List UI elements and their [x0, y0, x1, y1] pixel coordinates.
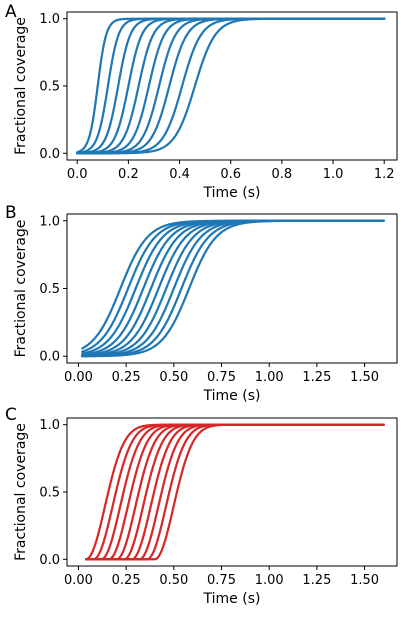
series-line-10 — [81, 219, 385, 358]
y-tick-label: 0.0 — [39, 350, 60, 365]
x-tick-label: 1.00 — [255, 573, 284, 588]
y-tick-label: 0.5 — [39, 486, 60, 501]
x-tick-label: 0.50 — [159, 573, 188, 588]
x-tick-label: 1.25 — [302, 573, 331, 588]
x-tick-label: 0.00 — [64, 573, 93, 588]
x-tick-label: 0.4 — [169, 167, 190, 182]
x-axis-label: Time (s) — [203, 185, 261, 201]
x-tick-label: 1.00 — [255, 370, 284, 385]
series-line-6 — [76, 17, 386, 155]
y-tick-label: 1.0 — [39, 12, 60, 27]
series-line-2 — [81, 219, 385, 353]
panel-a: 0.0 0.2 0.4 0.6 0.8 1.0 1.2 0.0 0.5 1.0 Time (s) Fr… — [5, 2, 398, 201]
x-tick-label: 1.2 — [374, 167, 395, 182]
y-tick-label: 0.0 — [39, 553, 60, 568]
x-tick-label: 0.50 — [159, 370, 188, 385]
series-line-1 — [76, 17, 386, 154]
series-line-7 — [76, 17, 386, 155]
x-tick-label: 0.75 — [207, 573, 236, 588]
panel-label: B — [5, 203, 17, 223]
series-line-10 — [76, 17, 386, 155]
x-tick-label: 0.75 — [207, 370, 236, 385]
series-line-4 — [76, 17, 386, 155]
series-line-9 — [76, 17, 386, 155]
series-line-1 — [81, 219, 385, 350]
x-tick-label: 1.50 — [350, 370, 379, 385]
x-tick-label: 0.0 — [67, 167, 88, 182]
x-tick-label: 0.00 — [64, 370, 93, 385]
series-line-3 — [76, 17, 386, 155]
x-tick-label: 1.25 — [302, 370, 331, 385]
y-tick-label: 0.5 — [39, 282, 60, 297]
x-tick-label: 0.25 — [112, 573, 141, 588]
x-axis-label: Time (s) — [203, 388, 261, 404]
panel-c: 0.00 0.25 0.50 0.75 1.00 1.25 1.50 0.0 0.5 1.0 Tim… — [5, 405, 398, 607]
y-tick-label: 0.0 — [39, 147, 60, 162]
series-line-5 — [76, 17, 386, 155]
x-tick-label: 0.6 — [220, 167, 241, 182]
panel-label: A — [5, 2, 17, 22]
x-tick-label: 0.8 — [272, 167, 293, 182]
x-tick-label: 0.2 — [118, 167, 139, 182]
y-tick-label: 0.5 — [39, 80, 60, 95]
y-tick-label: 1.0 — [39, 418, 60, 433]
plot-frame — [66, 11, 398, 161]
series-line-2 — [76, 17, 386, 154]
y-axis-label: Fractional coverage — [13, 423, 29, 561]
x-axis-label: Time (s) — [203, 591, 261, 607]
y-axis-label: Fractional coverage — [13, 220, 29, 358]
y-axis-label: Fractional coverage — [13, 17, 29, 155]
y-tick-label: 1.0 — [39, 214, 60, 229]
panel-b: 0.00 0.25 0.50 0.75 1.00 1.25 1.50 0.0 0.5 1.0 Tim… — [5, 203, 398, 404]
x-tick-label: 0.25 — [112, 370, 141, 385]
series-line-8 — [76, 17, 386, 155]
series-line-10 — [84, 423, 385, 561]
panel-label: C — [5, 405, 17, 425]
x-tick-label: 1.0 — [323, 167, 344, 182]
x-tick-label: 1.50 — [350, 573, 379, 588]
